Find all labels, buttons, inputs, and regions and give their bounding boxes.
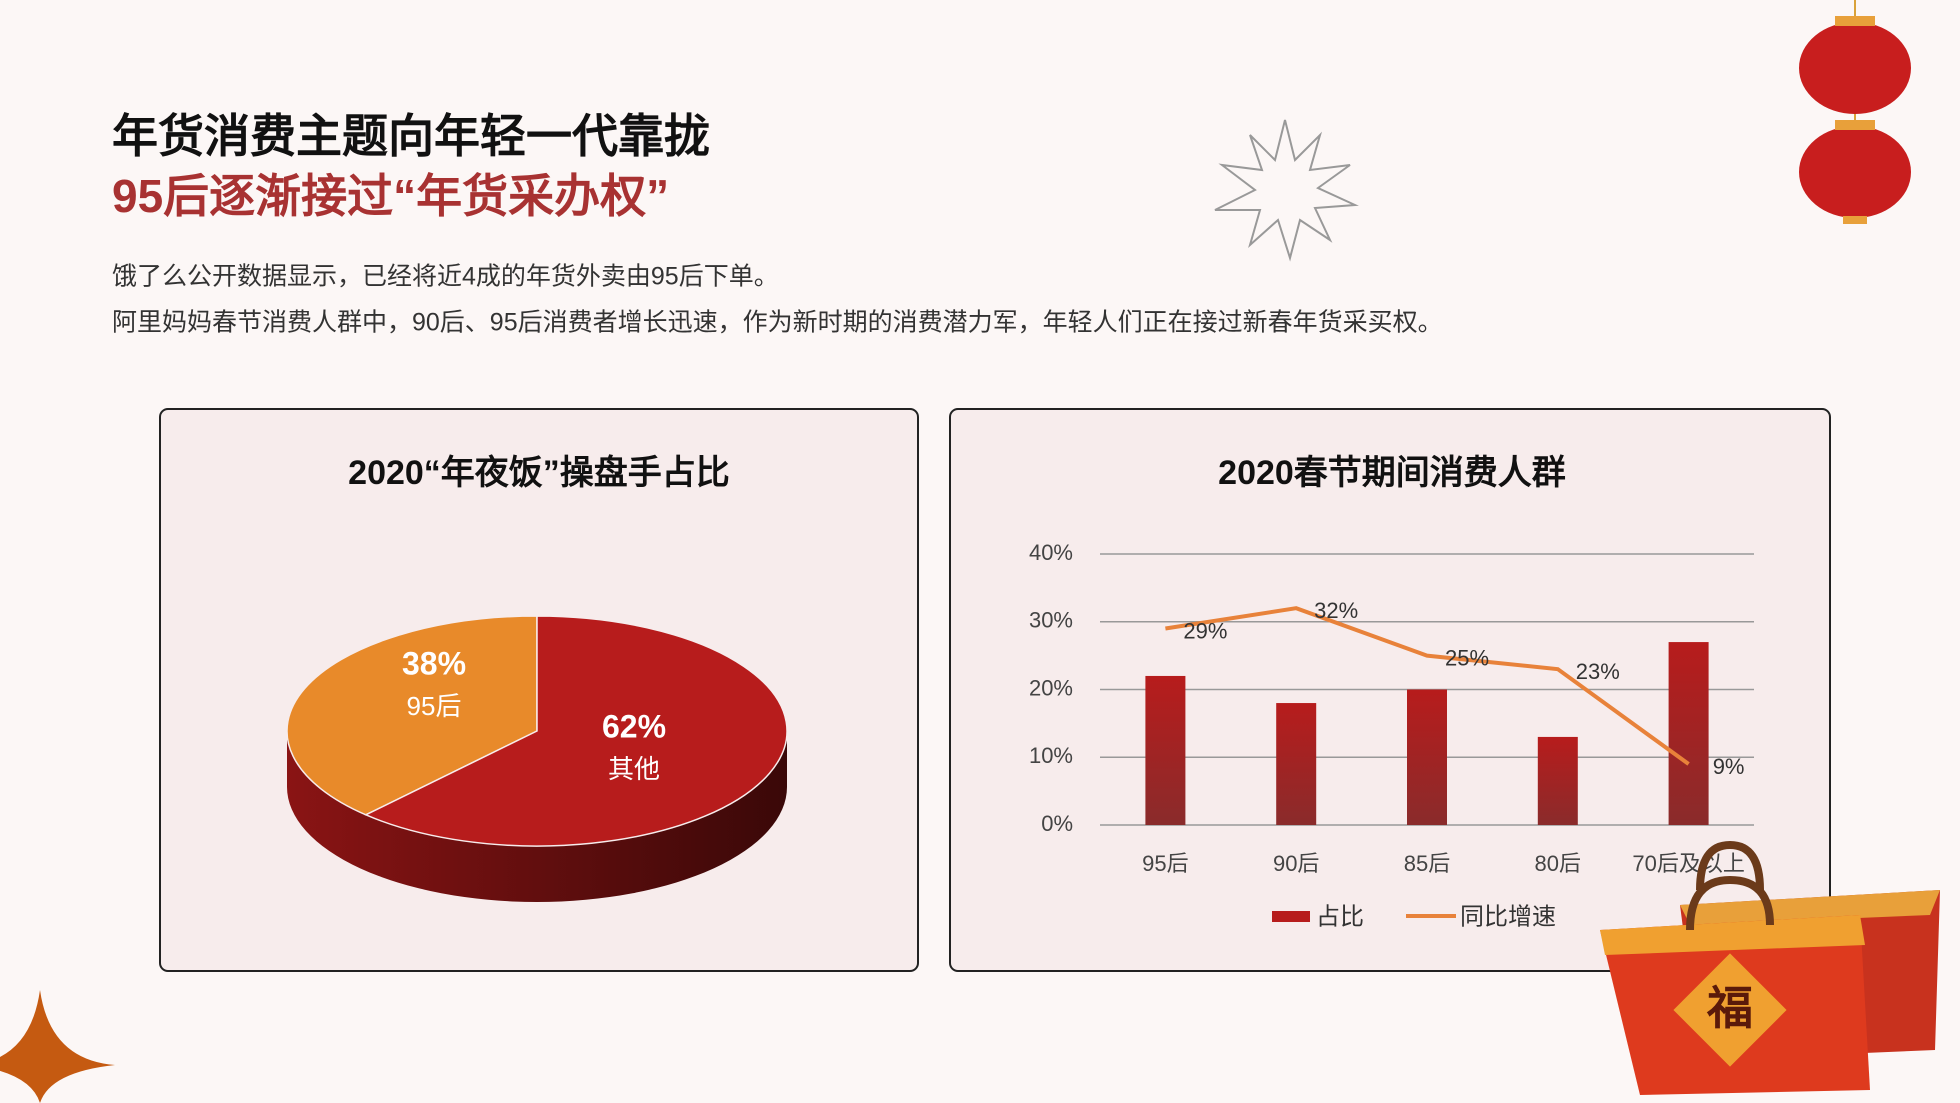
line bbox=[1165, 606, 1690, 766]
svg-text:福: 福 bbox=[1706, 982, 1753, 1034]
data-label: 62% bbox=[602, 708, 666, 744]
star-deco bbox=[0, 990, 115, 1103]
legend-swatch bbox=[1272, 911, 1310, 922]
gift-bags: 福 bbox=[1600, 840, 1940, 1095]
bar bbox=[1276, 703, 1317, 825]
legend-label: 同比增速 bbox=[1460, 903, 1556, 930]
category-label: 95后 bbox=[407, 691, 462, 721]
starburst bbox=[1214, 119, 1359, 262]
pie-side bbox=[287, 731, 787, 902]
y-tick-label: 10% bbox=[1029, 743, 1073, 768]
lanterns bbox=[1799, 0, 1911, 224]
paragraph: 饿了么公开数据显示，已经将近4成的年货外卖由95后下单。 bbox=[112, 263, 779, 291]
x-tick-label: 70后及以上 bbox=[1632, 851, 1744, 876]
data-label: 32% bbox=[1314, 598, 1358, 623]
chart-title: 2020“年夜饭”操盘手占比 bbox=[348, 454, 730, 492]
bar bbox=[1537, 736, 1578, 825]
bar bbox=[1145, 675, 1186, 825]
subtitle: 95后逐渐接过“年货采办权” bbox=[112, 170, 669, 222]
bar bbox=[1407, 689, 1447, 825]
chart-title: 2020春节期间消费人群 bbox=[1218, 454, 1566, 492]
category-label: 其他 bbox=[608, 754, 660, 784]
y-tick-label: 40% bbox=[1029, 540, 1073, 565]
y-tick-label: 0% bbox=[1041, 811, 1073, 836]
pie-slice bbox=[364, 615, 788, 847]
y-tick-label: 30% bbox=[1029, 608, 1073, 633]
pie-slice bbox=[286, 615, 538, 816]
data-label: 29% bbox=[1183, 618, 1227, 643]
x-tick-label: 80后 bbox=[1535, 851, 1581, 876]
x-tick-label: 90后 bbox=[1273, 851, 1319, 876]
data-label: 25% bbox=[1445, 645, 1489, 670]
y-tick-label: 20% bbox=[1029, 675, 1073, 700]
paragraph: 阿里妈妈春节消费人群中，90后、95后消费者增长迅速，作为新时期的消费潜力军，年… bbox=[112, 309, 1443, 337]
title: 年货消费主题向年轻一代靠拢 bbox=[112, 110, 710, 162]
data-label: 38% bbox=[402, 645, 466, 681]
x-tick-label: 85后 bbox=[1404, 851, 1450, 876]
data-label: 9% bbox=[1713, 754, 1745, 779]
legend-label: 占比 bbox=[1316, 903, 1364, 930]
data-label: 23% bbox=[1576, 659, 1620, 684]
bar bbox=[1668, 642, 1709, 825]
x-tick-label: 95后 bbox=[1142, 851, 1188, 876]
